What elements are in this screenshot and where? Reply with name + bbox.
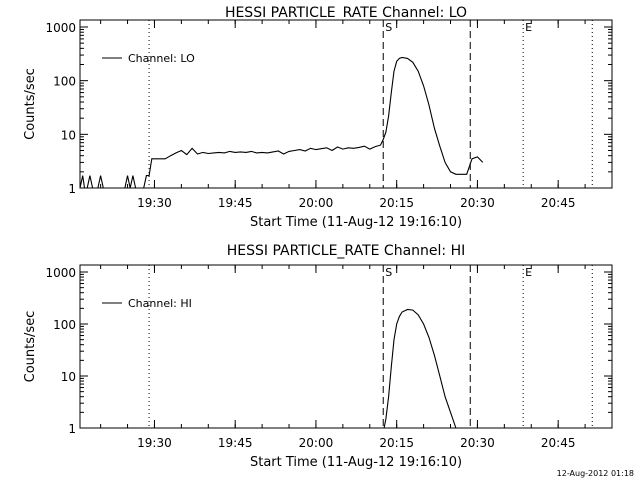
y-tick-label: 10 — [61, 370, 76, 384]
x-tick-label: 19:30 — [137, 196, 172, 210]
x-tick-label: 20:00 — [299, 436, 334, 450]
marker-label: S — [385, 266, 392, 279]
y-axis-label: Counts/sec — [23, 311, 38, 383]
x-tick-label: 20:45 — [541, 436, 576, 450]
plot-frame — [79, 264, 613, 429]
x-tick-label: 19:45 — [218, 196, 253, 210]
x-tick-label: 19:45 — [218, 436, 253, 450]
legend-label: Channel: HI — [128, 297, 192, 310]
x-tick-label: 20:30 — [460, 196, 495, 210]
x-axis-label: Start Time (11-Aug-12 19:16:10) — [250, 215, 462, 230]
marker-label: E — [525, 21, 532, 34]
marker-label: S — [385, 21, 392, 34]
x-tick-label: 20:15 — [379, 436, 414, 450]
y-tick-label: 10 — [61, 128, 76, 142]
y-tick-label: 100 — [53, 75, 76, 89]
chart-title: HESSI PARTICLE_RATE Channel: LO — [225, 5, 467, 21]
data-series-line — [383, 308, 457, 429]
marker-label: E — [525, 266, 532, 279]
chart-title: HESSI PARTICLE_RATE Channel: HI — [227, 243, 465, 259]
x-tick-label: 19:30 — [137, 436, 172, 450]
timestamp-label: 12-Aug-2012 01:18 — [556, 469, 634, 478]
data-series-line — [79, 56, 484, 189]
y-tick-label: 1 — [68, 182, 76, 196]
y-axis-label: Counts/sec — [23, 68, 38, 140]
x-axis-label: Start Time (11-Aug-12 19:16:10) — [250, 455, 462, 470]
x-tick-label: 20:45 — [541, 196, 576, 210]
y-tick-label: 1000 — [45, 266, 76, 280]
legend-label: Channel: LO — [128, 52, 195, 65]
x-tick-label: 20:15 — [379, 196, 414, 210]
y-tick-label: 1000 — [45, 21, 76, 35]
x-tick-label: 20:00 — [299, 196, 334, 210]
plot-frame — [79, 19, 613, 189]
y-tick-label: 100 — [53, 318, 76, 332]
y-tick-label: 1 — [68, 422, 76, 436]
x-tick-label: 20:30 — [460, 436, 495, 450]
